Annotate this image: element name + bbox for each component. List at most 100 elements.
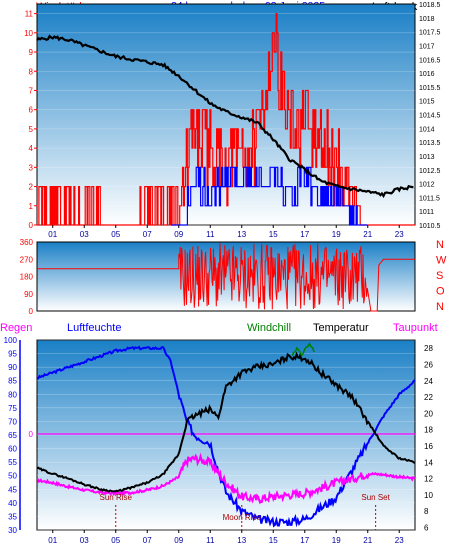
legend-item: Regen: [0, 322, 32, 334]
y-tick-label-temperature: 12: [424, 475, 433, 484]
y-tick-label-wind: 3: [29, 163, 34, 172]
y-tick-label-temperature: 16: [424, 442, 433, 451]
y-tick-label-humidity: 95: [8, 350, 17, 359]
y-tick-label-temperature: 24: [424, 377, 433, 386]
compass-letter: N: [436, 301, 444, 313]
y-tick-label-humidity: 55: [8, 458, 17, 467]
x-tick-label: 07: [143, 230, 152, 239]
series-line-pressure: [36, 34, 414, 199]
x-tick-label: 05: [111, 536, 120, 545]
series-line-windchill: [291, 342, 315, 358]
y-tick-label-wind: 2: [29, 183, 34, 192]
legend-item: Windchill: [247, 322, 291, 334]
series-line-wind-direction: [37, 242, 415, 312]
y-tick-label-pressure: 1012.5: [419, 168, 441, 175]
y-tick-label-humidity: 75: [8, 404, 17, 413]
x-tick-label: 05: [111, 230, 120, 239]
y-tick-label-wind: 5: [29, 125, 34, 134]
x-tick-label: 21: [363, 230, 372, 239]
y-tick-label-pressure: 1013.5: [419, 140, 441, 147]
x-tick-label: 09: [174, 536, 183, 545]
y-tick-label-humidity: 85: [8, 377, 17, 386]
y-tick-label-wind: 8: [29, 67, 34, 76]
y-tick-label-pressure: 1015: [419, 99, 435, 106]
x-tick-label: 15: [269, 536, 278, 545]
y-tick-label-wind: 11: [25, 10, 34, 19]
x-tick-label: 01: [48, 230, 57, 239]
y-tick-label-wind: 9: [29, 48, 34, 57]
y-tick-label-humidity: 40: [8, 499, 17, 508]
x-tick-label: 23: [395, 536, 404, 545]
annotation-label: Sun Set: [361, 493, 390, 502]
series-line-wind-gust: [37, 13, 415, 226]
annotation-label: Moon Rise: [223, 513, 262, 522]
compass-letter: S: [436, 270, 443, 282]
plot-area-humidity-temperature: [36, 339, 416, 531]
x-tick-label: 09: [174, 230, 183, 239]
y-tick-label-pressure: 1013: [419, 154, 435, 161]
x-tick-label: 03: [80, 230, 89, 239]
y-tick-label-pressure: 1011.5: [419, 195, 440, 202]
y-tick-label-humidity: 50: [8, 472, 17, 481]
y-tick-label-pressure: 1015.5: [419, 85, 441, 92]
y-tick-label-pressure: 1014.5: [419, 113, 441, 120]
x-tick-label: 11: [206, 536, 215, 545]
legend-item: Luftfeuchte: [67, 322, 121, 334]
y-tick-label-wind: 0: [29, 221, 34, 230]
x-tick-label: 11: [206, 230, 215, 239]
y-tick-label-pressure: 1012: [419, 182, 435, 189]
y-tick-label-humidity: 60: [8, 445, 17, 454]
x-tick-label: 23: [395, 230, 404, 239]
y-tick-label-wind: 7: [29, 86, 34, 95]
compass-letter: W: [436, 255, 447, 267]
series-line-temperature: [36, 351, 416, 493]
y-tick-label-pressure: 1014: [419, 126, 435, 133]
y-tick-label-pressure: 1011: [419, 209, 434, 216]
y-tick-label-humidity: 80: [8, 390, 17, 399]
y-tick-label-temperature: 14: [424, 458, 433, 467]
y-tick-label-humidity: 30: [8, 526, 17, 535]
y-tick-label-temperature: 20: [424, 409, 433, 418]
y-tick-label-wind: 6: [29, 106, 34, 115]
y-tick-label-temperature: 26: [424, 360, 433, 369]
rain-zero-label: 0: [29, 430, 34, 439]
y-tick-label-direction: 90: [24, 290, 33, 299]
y-tick-label-humidity: 100: [4, 336, 18, 345]
y-tick-label-temperature: 18: [424, 426, 433, 435]
series-line-wind-mean: [170, 166, 368, 226]
y-tick-label-wind: 4: [29, 144, 34, 153]
y-tick-label-pressure: 1017: [419, 43, 435, 50]
y-tick-label-temperature: 22: [424, 393, 433, 402]
y-tick-label-temperature: 28: [424, 344, 433, 353]
series-line-humidity: [36, 345, 416, 528]
x-tick-label: 17: [300, 230, 309, 239]
y-tick-label-humidity: 35: [8, 512, 17, 521]
x-tick-label: 03: [80, 536, 89, 545]
annotation-label: Sun Rise: [100, 493, 133, 502]
y-tick-label-direction: 270: [20, 255, 34, 264]
x-tick-label: 19: [332, 536, 341, 545]
x-tick-label: 19: [332, 230, 341, 239]
y-tick-label-temperature: 10: [424, 491, 433, 500]
y-tick-label-temperature: 8: [424, 507, 429, 516]
series-line-dewpoint: [36, 452, 416, 505]
y-tick-label-pressure: 1018.5: [419, 2, 441, 9]
compass-letter: O: [436, 286, 445, 298]
y-tick-label-pressure: 1016: [419, 71, 435, 78]
x-tick-label: 13: [237, 230, 246, 239]
y-tick-label-humidity: 70: [8, 417, 17, 426]
y-tick-label-humidity: 65: [8, 431, 17, 440]
legend-item: Taupunkt: [393, 322, 438, 334]
y-tick-label-direction: 0: [29, 307, 34, 316]
x-tick-label: 17: [300, 536, 309, 545]
y-tick-label-pressure: 1017.5: [419, 30, 441, 37]
x-tick-label: 15: [269, 230, 278, 239]
y-tick-label-wind: 10: [24, 29, 33, 38]
x-tick-label: 07: [143, 536, 152, 545]
y-tick-label-pressure: 1016.5: [419, 57, 441, 64]
y-tick-label-temperature: 6: [424, 524, 429, 533]
y-tick-label-direction: 360: [20, 238, 34, 247]
y-tick-label-humidity: 45: [8, 485, 17, 494]
